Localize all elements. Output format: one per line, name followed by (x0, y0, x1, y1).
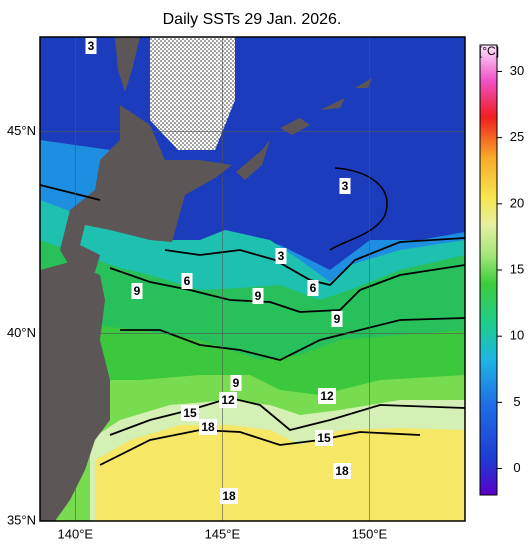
contour-label: 12 (221, 393, 235, 407)
colorbar-label: 20 (510, 195, 524, 210)
contour-label-box (131, 283, 143, 299)
contour-label-box (339, 178, 351, 194)
contour-label-box (275, 248, 287, 264)
contour-label-box (85, 38, 97, 54)
lat-label: 45°N (7, 123, 36, 138)
contour-label-box (220, 488, 238, 504)
colorbar-label: 10 (510, 328, 524, 343)
colorbar-label: 0 (513, 460, 520, 475)
lon-label: 145°E (205, 526, 241, 541)
lat-label: 40°N (7, 325, 36, 340)
contour-label: 15 (317, 431, 331, 445)
contour-label-box (181, 273, 193, 289)
contour-label-box (219, 392, 237, 408)
contour-label-box (307, 280, 319, 296)
contour-label: 12 (320, 389, 334, 403)
contour-label-box (230, 375, 242, 391)
map-frame (39, 36, 466, 522)
lon-label: 150°E (352, 526, 388, 541)
lon-label: 140°E (58, 526, 94, 541)
contour-label: 3 (88, 39, 95, 53)
contour-labels: 3 3 3 6 6 9 9 9 9 12 12 15 15 18 18 18 (85, 38, 351, 504)
contour-label-box (181, 405, 199, 421)
contour-label: 3 (342, 179, 349, 193)
contour-label: 18 (201, 420, 215, 434)
contour-label: 18 (222, 489, 236, 503)
contour-label-box (318, 388, 336, 404)
contour-label-box (199, 419, 217, 435)
contour-label: 9 (255, 289, 262, 303)
contour-label-box (333, 463, 351, 479)
colorbar-label: 5 (513, 394, 520, 409)
contour-label-box (315, 430, 333, 446)
contour-label: 6 (310, 281, 317, 295)
colorbar-label: 25 (510, 129, 524, 144)
contour-label: 3 (278, 249, 285, 263)
colorbar-label: 15 (510, 261, 524, 276)
contour-label-box (331, 311, 343, 327)
colorbar-label: 30 (510, 63, 524, 78)
contour-label-box (252, 288, 264, 304)
contour-label: 9 (134, 284, 141, 298)
colorbar-unit: [°C] (479, 44, 499, 58)
title: Daily SSTs 29 Jan. 2026. (163, 11, 342, 28)
contour-label: 9 (233, 376, 240, 390)
map-field (40, 37, 465, 521)
lat-label: 35°N (7, 512, 36, 527)
contour-label: 9 (334, 312, 341, 326)
colorbar (479, 44, 498, 496)
contour-label: 18 (335, 464, 349, 478)
contour-label: 15 (183, 406, 197, 420)
contour-label: 6 (184, 274, 191, 288)
